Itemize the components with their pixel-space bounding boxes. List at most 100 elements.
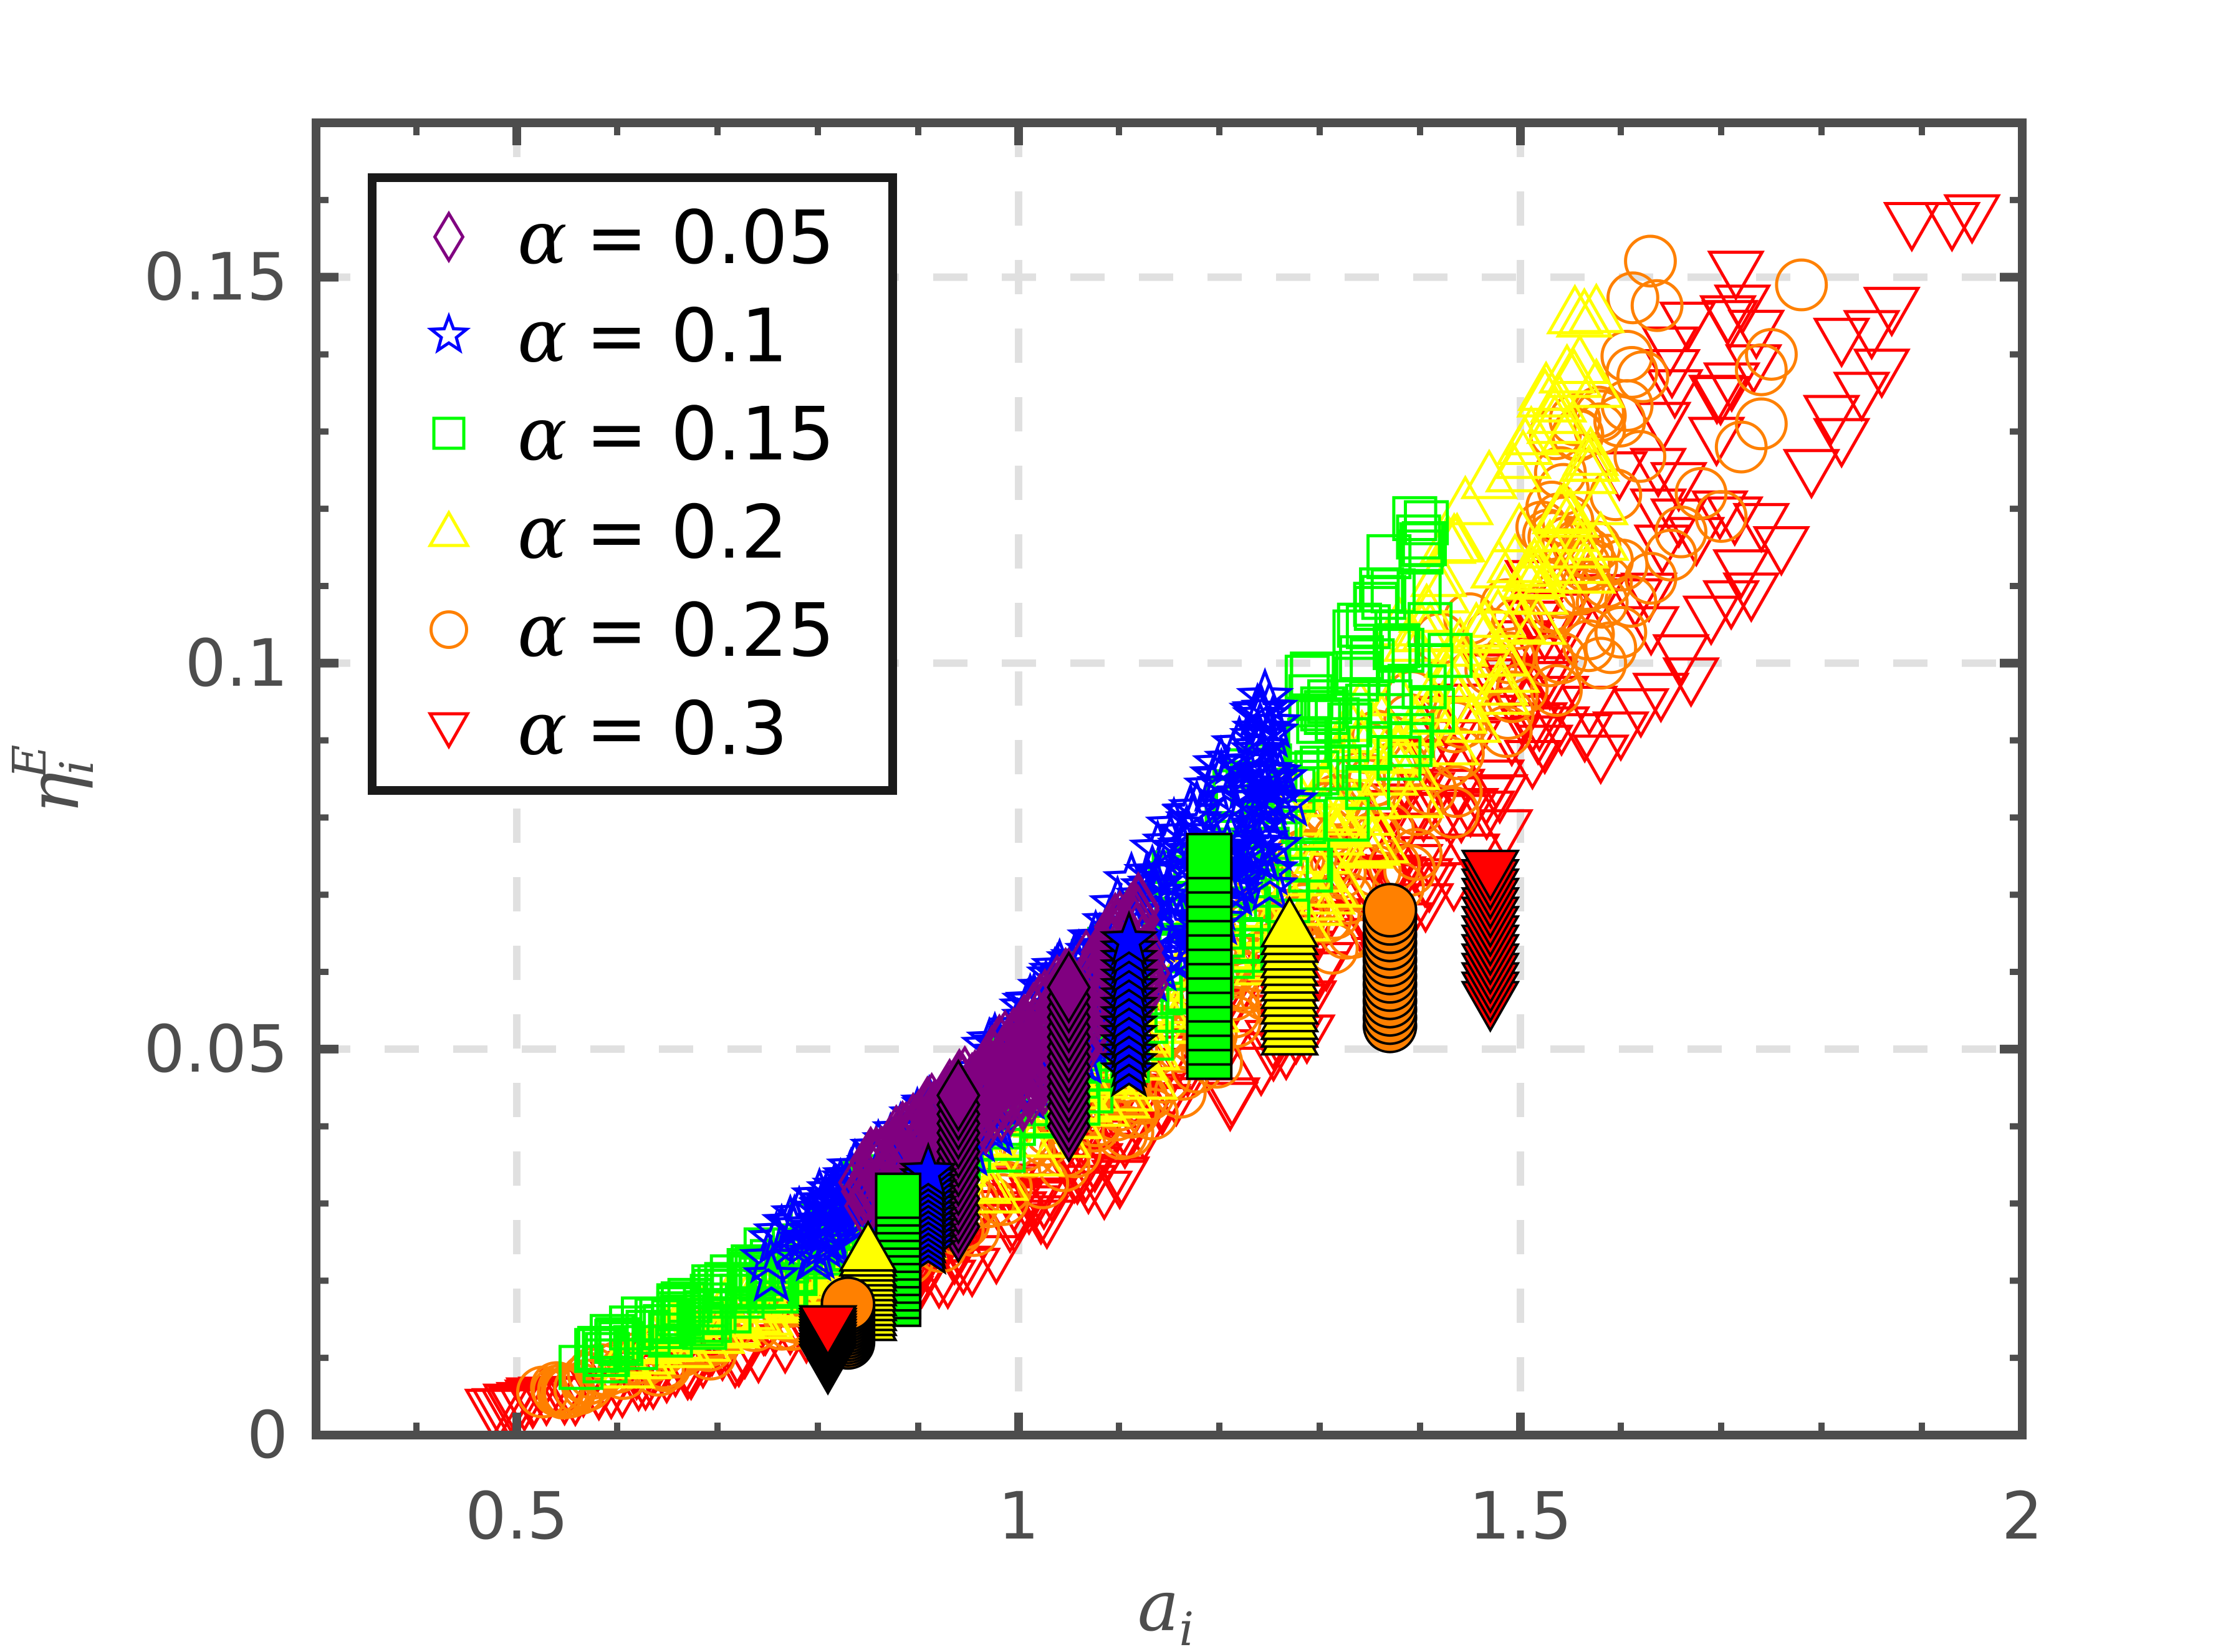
cluster-star <box>898 1141 958 1275</box>
data-point <box>1290 653 1335 698</box>
data-point <box>667 1277 713 1323</box>
data-point <box>1482 642 1541 693</box>
data-point <box>969 1041 1013 1113</box>
data-point <box>1396 514 1441 560</box>
data-point <box>704 1295 762 1346</box>
data-point <box>1300 686 1345 732</box>
data-point <box>1525 383 1584 435</box>
data-point <box>1345 765 1390 810</box>
data-point <box>1707 251 1765 302</box>
legend-item: α = 0.3 <box>427 686 788 772</box>
data-point <box>1220 732 1279 789</box>
data-point <box>1604 575 1658 628</box>
data-point <box>1633 401 1692 453</box>
data-point <box>1714 420 1768 474</box>
data-point <box>1722 572 1780 623</box>
data-point <box>1550 333 1609 385</box>
data-point <box>1654 505 1708 559</box>
data-point <box>1368 721 1426 772</box>
x-tick-label: 1 <box>998 1478 1039 1554</box>
data-point <box>850 1128 893 1200</box>
data-point <box>1629 488 1687 539</box>
data-point <box>1471 655 1530 706</box>
data-point <box>1231 809 1290 865</box>
legend-alpha-symbol: α <box>517 293 567 379</box>
legend-label: α = 0.3 <box>517 686 788 772</box>
cluster-circle <box>1362 883 1418 1054</box>
data-point <box>1366 534 1412 580</box>
data-point <box>1727 309 1785 360</box>
data-point <box>1812 418 1871 469</box>
data-point <box>1188 745 1247 801</box>
data-point <box>1387 767 1445 819</box>
data-point <box>1347 725 1393 771</box>
data-point <box>1613 430 1667 483</box>
data-point <box>1630 279 1684 332</box>
data-point <box>747 1209 806 1265</box>
data-point <box>1436 474 1494 526</box>
data-point <box>1624 234 1677 288</box>
data-point <box>1232 1047 1290 1098</box>
data-point <box>1489 592 1547 643</box>
legend-marker-icon <box>427 509 471 547</box>
data-point <box>1471 626 1530 677</box>
data-point <box>1735 343 1788 396</box>
data-point <box>1555 287 1613 338</box>
plot-frame <box>312 118 2027 1439</box>
legend-value-text: = 0.25 <box>586 587 835 673</box>
data-point <box>1361 575 1406 620</box>
data-point <box>1629 448 1687 499</box>
data-point <box>1883 201 1941 253</box>
x-tick-label: 2 <box>2002 1478 2043 1554</box>
data-point <box>1444 692 1502 743</box>
data-point <box>1562 431 1621 482</box>
cluster-diamond <box>936 1059 981 1264</box>
data-point <box>1552 517 1610 569</box>
cluster-point <box>875 1172 922 1219</box>
data-point <box>1713 284 1772 335</box>
legend-alpha-symbol: α <box>517 194 567 281</box>
data-point <box>1294 759 1352 810</box>
legend-marker-icon <box>426 312 471 354</box>
legend-value-text: = 0.3 <box>586 686 788 772</box>
cluster-point <box>936 1059 981 1133</box>
data-point <box>1359 567 1404 613</box>
y-axis-title: ηEi <box>3 744 104 814</box>
data-point <box>1775 258 1828 312</box>
legend-value-text: = 0.05 <box>586 194 835 281</box>
data-point <box>1090 1160 1149 1211</box>
data-point <box>1560 443 1618 494</box>
cluster-point <box>1461 850 1520 902</box>
data-point <box>1338 635 1385 681</box>
data-point <box>999 1004 1042 1076</box>
data-point <box>1387 722 1433 767</box>
cluster-triangle-up <box>1260 895 1320 1056</box>
data-point <box>1222 814 1281 870</box>
data-point <box>1509 547 1567 598</box>
data-point <box>987 1027 1031 1099</box>
data-point <box>1509 594 1568 645</box>
cluster-point <box>1047 950 1091 1024</box>
data-point <box>1643 349 1701 400</box>
data-point <box>1217 754 1276 810</box>
data-point <box>1600 329 1654 383</box>
x-tick-label: 0.5 <box>465 1478 568 1554</box>
data-point <box>1659 301 1717 352</box>
legend-item: α = 0.25 <box>430 587 835 673</box>
data-point <box>1529 372 1588 423</box>
data-point <box>1616 350 1669 403</box>
data-point <box>643 1304 688 1350</box>
data-point <box>1387 663 1433 709</box>
data-point <box>1552 533 1610 584</box>
data-point <box>1531 484 1590 535</box>
data-point <box>1622 606 1680 657</box>
data-point <box>1782 449 1841 500</box>
data-point <box>1545 347 1603 398</box>
data-point <box>625 1310 671 1355</box>
data-point <box>1467 759 1525 810</box>
data-point <box>1484 441 1543 492</box>
data-point <box>1423 714 1481 766</box>
legend-item: α = 0.1 <box>426 293 788 379</box>
data-point <box>794 1213 853 1269</box>
cluster-point <box>798 1305 858 1357</box>
